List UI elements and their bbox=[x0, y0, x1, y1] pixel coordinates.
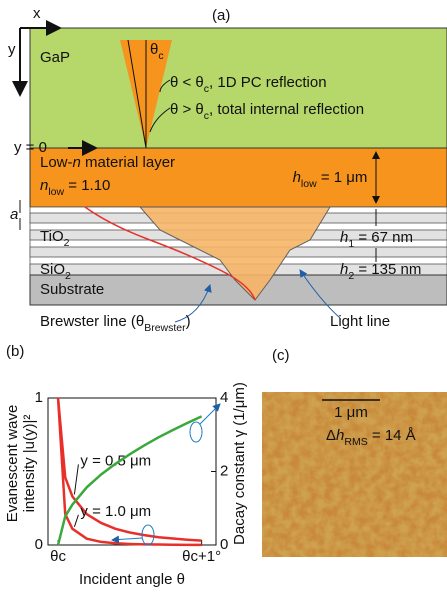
series-marker bbox=[190, 422, 202, 442]
layer-label-rest: = 1.10 bbox=[64, 177, 110, 194]
layer-label-rest: material layer bbox=[81, 154, 175, 171]
layer-label-text: Low- bbox=[40, 154, 73, 171]
layer-label-text: TiO bbox=[40, 228, 64, 245]
layer-label-sub: low bbox=[48, 186, 64, 198]
annotation-text: θ < θ bbox=[170, 74, 204, 91]
x-tick-label: θc bbox=[50, 548, 66, 565]
label-pointer bbox=[74, 515, 78, 527]
dimension-label-text: h bbox=[340, 261, 348, 278]
annotation-rest: , 1D PC reflection bbox=[209, 74, 327, 91]
layer-label-text: SiO bbox=[40, 261, 65, 278]
layer-label-sub: 2 bbox=[65, 270, 71, 282]
roughness-label-sub: RMS bbox=[344, 436, 367, 448]
annotation-sub: Brewster bbox=[144, 322, 186, 334]
annotation-text: θ > θ bbox=[170, 101, 204, 118]
figure: (a)xyGaPθcθ < θc, 1D PC reflectionθ > θc… bbox=[0, 0, 447, 593]
dimension-label-rest: = 67 nm bbox=[354, 229, 413, 246]
annotation: Brewster line (θBrewster) bbox=[40, 313, 191, 334]
layer-label: Substrate bbox=[40, 281, 104, 298]
layer-label: GaP bbox=[40, 49, 70, 66]
series-pointer bbox=[112, 538, 142, 540]
annotation-rest: , total internal reflection bbox=[209, 101, 364, 118]
layer-label: Low-n material layer bbox=[40, 154, 175, 171]
y-axis-label: intensity |u(y)|² bbox=[21, 415, 38, 513]
axis-x: x bbox=[33, 5, 41, 22]
layer-label-sub: 2 bbox=[64, 237, 70, 249]
panel-label: (b) bbox=[6, 343, 24, 360]
annotation: Light line bbox=[330, 313, 390, 330]
angle-label-sub: c bbox=[158, 50, 163, 62]
panel-label: (c) bbox=[272, 347, 290, 364]
angle-label-text: θ bbox=[150, 41, 158, 58]
panel-label: (a) bbox=[212, 7, 230, 24]
roughness-label-italic: h bbox=[336, 427, 344, 444]
y2-tick-label: 0 bbox=[220, 536, 228, 553]
y-axis-label: Evanescent wave bbox=[4, 405, 21, 523]
y2-axis-label: Dacay constant γ (1/μm) bbox=[231, 382, 248, 545]
x-tick-label: θc+1° bbox=[182, 548, 221, 565]
series-pointer bbox=[200, 404, 220, 424]
dimension-label: a bbox=[10, 206, 18, 223]
roughness-label-text: Δ bbox=[326, 427, 336, 444]
x-axis-label: Incident angle θ bbox=[79, 571, 185, 588]
dimension-label-text: h bbox=[293, 169, 301, 186]
y2-tick-label: 4 bbox=[220, 389, 228, 406]
dimension-label-text: h bbox=[340, 229, 348, 246]
annotation-rest: ) bbox=[186, 313, 191, 330]
dimension-label-sub: low bbox=[301, 178, 317, 190]
dimension-label-rest: = 135 nm bbox=[354, 261, 421, 278]
y-tick-label: 1 bbox=[35, 389, 43, 406]
label-pointer bbox=[74, 464, 78, 494]
layer-label-italic: n bbox=[73, 154, 81, 171]
series-label: y = 1.0 μm bbox=[80, 503, 151, 520]
series-line bbox=[58, 398, 202, 545]
axis-y: y bbox=[8, 41, 16, 58]
y2-tick-label: 2 bbox=[220, 462, 228, 479]
series-line bbox=[58, 416, 202, 545]
layer-label-text: n bbox=[40, 177, 48, 194]
roughness-label-rest: = 14 Å bbox=[368, 427, 416, 444]
y-tick-label: 0 bbox=[35, 536, 43, 553]
scale-label: 1 μm bbox=[334, 404, 368, 421]
dimension-label-rest: = 1 μm bbox=[317, 169, 368, 186]
annotation-text: Brewster line (θ bbox=[40, 313, 144, 330]
series-label: y = 0.5 μm bbox=[80, 452, 151, 469]
